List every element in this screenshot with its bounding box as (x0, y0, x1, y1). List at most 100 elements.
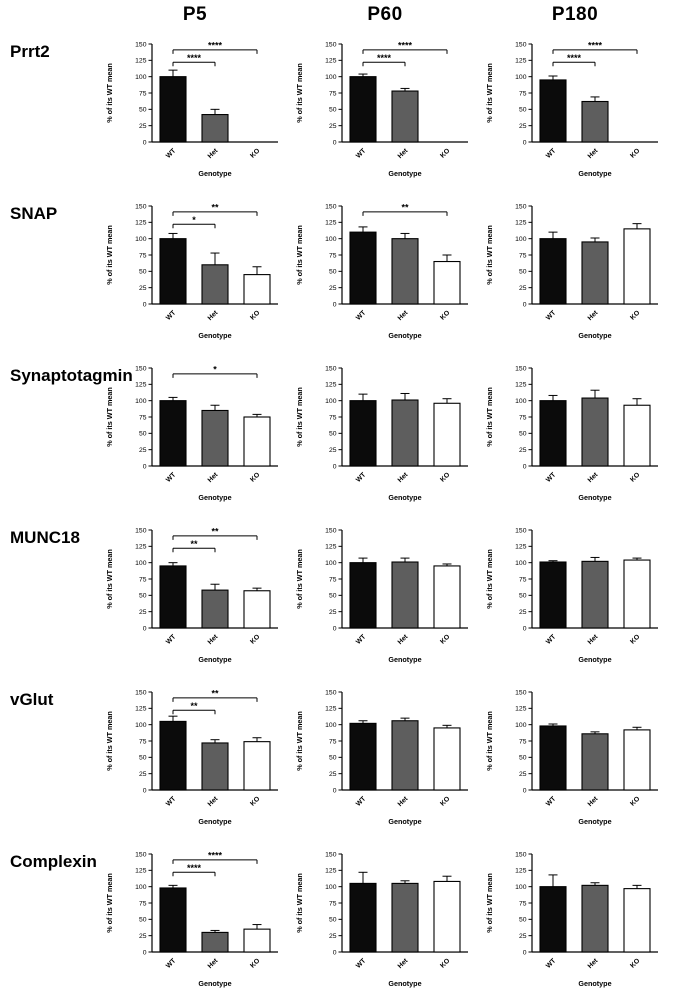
bar-het (581, 100, 609, 143)
y-tick-label: 150 (325, 689, 337, 696)
bar-wt (539, 886, 567, 953)
x-tick-label-wt: WT (165, 147, 178, 160)
y-tick-label: 25 (139, 771, 147, 778)
bar-het (201, 264, 229, 305)
y-tick-label: 125 (135, 544, 147, 551)
bar-wt (159, 720, 187, 791)
y-tick-label: 0 (143, 301, 147, 308)
y-tick-label: 25 (139, 447, 147, 454)
x-tick-label-ko: KO (629, 795, 641, 807)
y-tick-label: 50 (329, 593, 337, 600)
chart-row-complexin: Complexin 0 25 50 75 100 125 150 % of its WT mea… (0, 840, 697, 1002)
y-tick-label: 150 (515, 41, 527, 48)
bar-wt (539, 79, 567, 143)
chart-cell-synaptotagmin-p5: 0 25 50 75 100 125 150 % of its WT mean WT Het KO G… (100, 354, 290, 514)
chart-row-cells: 0 25 50 75 100 125 150 % of its WT mean WT Het KO G… (100, 30, 697, 190)
chart-cell-munc18-p60: 0 25 50 75 100 125 150 % of its WT mean WT Het KO G… (290, 516, 480, 676)
x-tick-label-ko: KO (249, 309, 261, 321)
bar-ko (433, 880, 461, 953)
y-tick-label: 125 (135, 868, 147, 875)
chart-cell-complexin-p180: 0 25 50 75 100 125 150 % of its WT mean WT Het KO G… (480, 840, 670, 1000)
bar-ko (623, 729, 651, 791)
y-tick-label: 125 (325, 544, 337, 551)
y-axis-label: % of its WT mean (485, 711, 494, 771)
chart-cell-snap-p5: 0 25 50 75 100 125 150 % of its WT mean WT Het KO G… (100, 192, 290, 352)
y-tick-label: 100 (135, 236, 147, 243)
y-tick-label: 125 (515, 220, 527, 227)
x-tick-label-het: Het (397, 795, 410, 808)
y-tick-label: 75 (329, 90, 337, 97)
chart-synaptotagmin-p5: 0 25 50 75 100 125 150 % of its WT mean WT Het KO G… (105, 364, 278, 502)
bar-ko (243, 274, 271, 305)
chart-prrt2-p5: 0 25 50 75 100 125 150 % of its WT mean WT Het KO G… (105, 40, 278, 178)
y-tick-label: 150 (135, 203, 147, 210)
x-tick-label-wt: WT (545, 471, 558, 484)
bar-wt (349, 400, 377, 467)
x-axis-label: Genotype (578, 817, 611, 826)
y-tick-label: 50 (139, 593, 147, 600)
y-tick-label: 125 (135, 382, 147, 389)
bar-het (391, 561, 419, 629)
sig-label: **** (377, 53, 392, 63)
y-tick-label: 125 (135, 706, 147, 713)
chart-cell-vglut-p60: 0 25 50 75 100 125 150 % of its WT mean WT Het KO G… (290, 678, 480, 838)
chart-row-synaptotagmin: Synaptotagmin 0 25 50 75 100 125 150 % of its WT… (0, 354, 697, 516)
y-tick-label: 75 (139, 252, 147, 259)
y-axis-label: % of its WT mean (105, 63, 114, 123)
y-tick-label: 25 (329, 123, 337, 130)
bar-wt (159, 76, 187, 143)
y-axis-label: % of its WT mean (105, 549, 114, 609)
y-tick-label: 50 (329, 917, 337, 924)
bar-wt (159, 238, 187, 305)
x-tick-label-het: Het (207, 795, 220, 808)
bar-het (201, 742, 229, 791)
x-tick-label-ko: KO (249, 147, 261, 159)
y-tick-label: 0 (523, 787, 527, 794)
x-axis-label: Genotype (388, 655, 421, 664)
sig-label: **** (208, 850, 223, 860)
x-axis-label: Genotype (198, 817, 231, 826)
bar-ko (623, 888, 651, 953)
y-tick-label: 100 (325, 722, 337, 729)
y-tick-label: 50 (519, 431, 527, 438)
chart-row-vglut: vGlut 0 25 50 75 100 125 150 % of its WT mean WT H… (0, 678, 697, 840)
x-axis-label: Genotype (198, 655, 231, 664)
bar-het (201, 409, 229, 467)
x-tick-label-het: Het (587, 633, 600, 646)
chart-cell-prrt2-p5: 0 25 50 75 100 125 150 % of its WT mean WT Het KO G… (100, 30, 290, 190)
sig-label: * (192, 215, 196, 225)
x-tick-label-ko: KO (439, 471, 451, 483)
y-tick-label: 75 (329, 414, 337, 421)
bar-wt (539, 725, 567, 791)
y-tick-label: 75 (519, 900, 527, 907)
y-tick-label: 75 (139, 576, 147, 583)
y-tick-label: 0 (333, 787, 337, 794)
bar-ko (243, 590, 271, 629)
y-tick-label: 50 (139, 107, 147, 114)
x-tick-label-wt: WT (165, 795, 178, 808)
x-axis-label: Genotype (198, 493, 231, 502)
y-tick-label: 125 (515, 58, 527, 65)
chart-cell-snap-p60: 0 25 50 75 100 125 150 % of its WT mean WT Het KO G… (290, 192, 480, 352)
y-tick-label: 100 (515, 398, 527, 405)
x-axis-label: Genotype (578, 331, 611, 340)
y-axis-label: % of its WT mean (485, 387, 494, 447)
chart-cell-synaptotagmin-p180: 0 25 50 75 100 125 150 % of its WT mean WT Het KO G… (480, 354, 670, 514)
bar-wt (539, 561, 567, 629)
y-tick-label: 50 (329, 269, 337, 276)
y-tick-label: 75 (519, 738, 527, 745)
bar-ko (243, 741, 271, 791)
y-tick-label: 25 (139, 285, 147, 292)
x-tick-label-het: Het (587, 471, 600, 484)
chart-cell-vglut-p180: 0 25 50 75 100 125 150 % of its WT mean WT Het KO G… (480, 678, 670, 838)
chart-cell-vglut-p5: 0 25 50 75 100 125 150 % of its WT mean WT Het KO G… (100, 678, 290, 838)
chart-row-prrt2: Prrt2 0 25 50 75 100 125 150 % of its WT mean WT H… (0, 30, 697, 192)
y-tick-label: 100 (325, 398, 337, 405)
x-tick-label-het: Het (397, 147, 410, 160)
x-tick-label-het: Het (397, 633, 410, 646)
chart-prrt2-p180: 0 25 50 75 100 125 150 % of its WT mean WT Het KO G… (485, 40, 658, 178)
y-tick-label: 25 (329, 933, 337, 940)
y-tick-label: 100 (135, 560, 147, 567)
chart-prrt2-p60: 0 25 50 75 100 125 150 % of its WT mean WT Het KO G… (295, 40, 468, 178)
y-tick-label: 150 (135, 41, 147, 48)
